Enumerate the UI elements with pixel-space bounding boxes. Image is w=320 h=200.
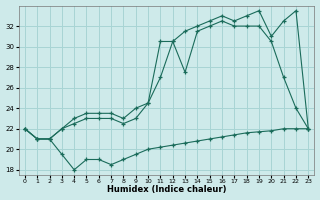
X-axis label: Humidex (Indice chaleur): Humidex (Indice chaleur) — [107, 185, 226, 194]
